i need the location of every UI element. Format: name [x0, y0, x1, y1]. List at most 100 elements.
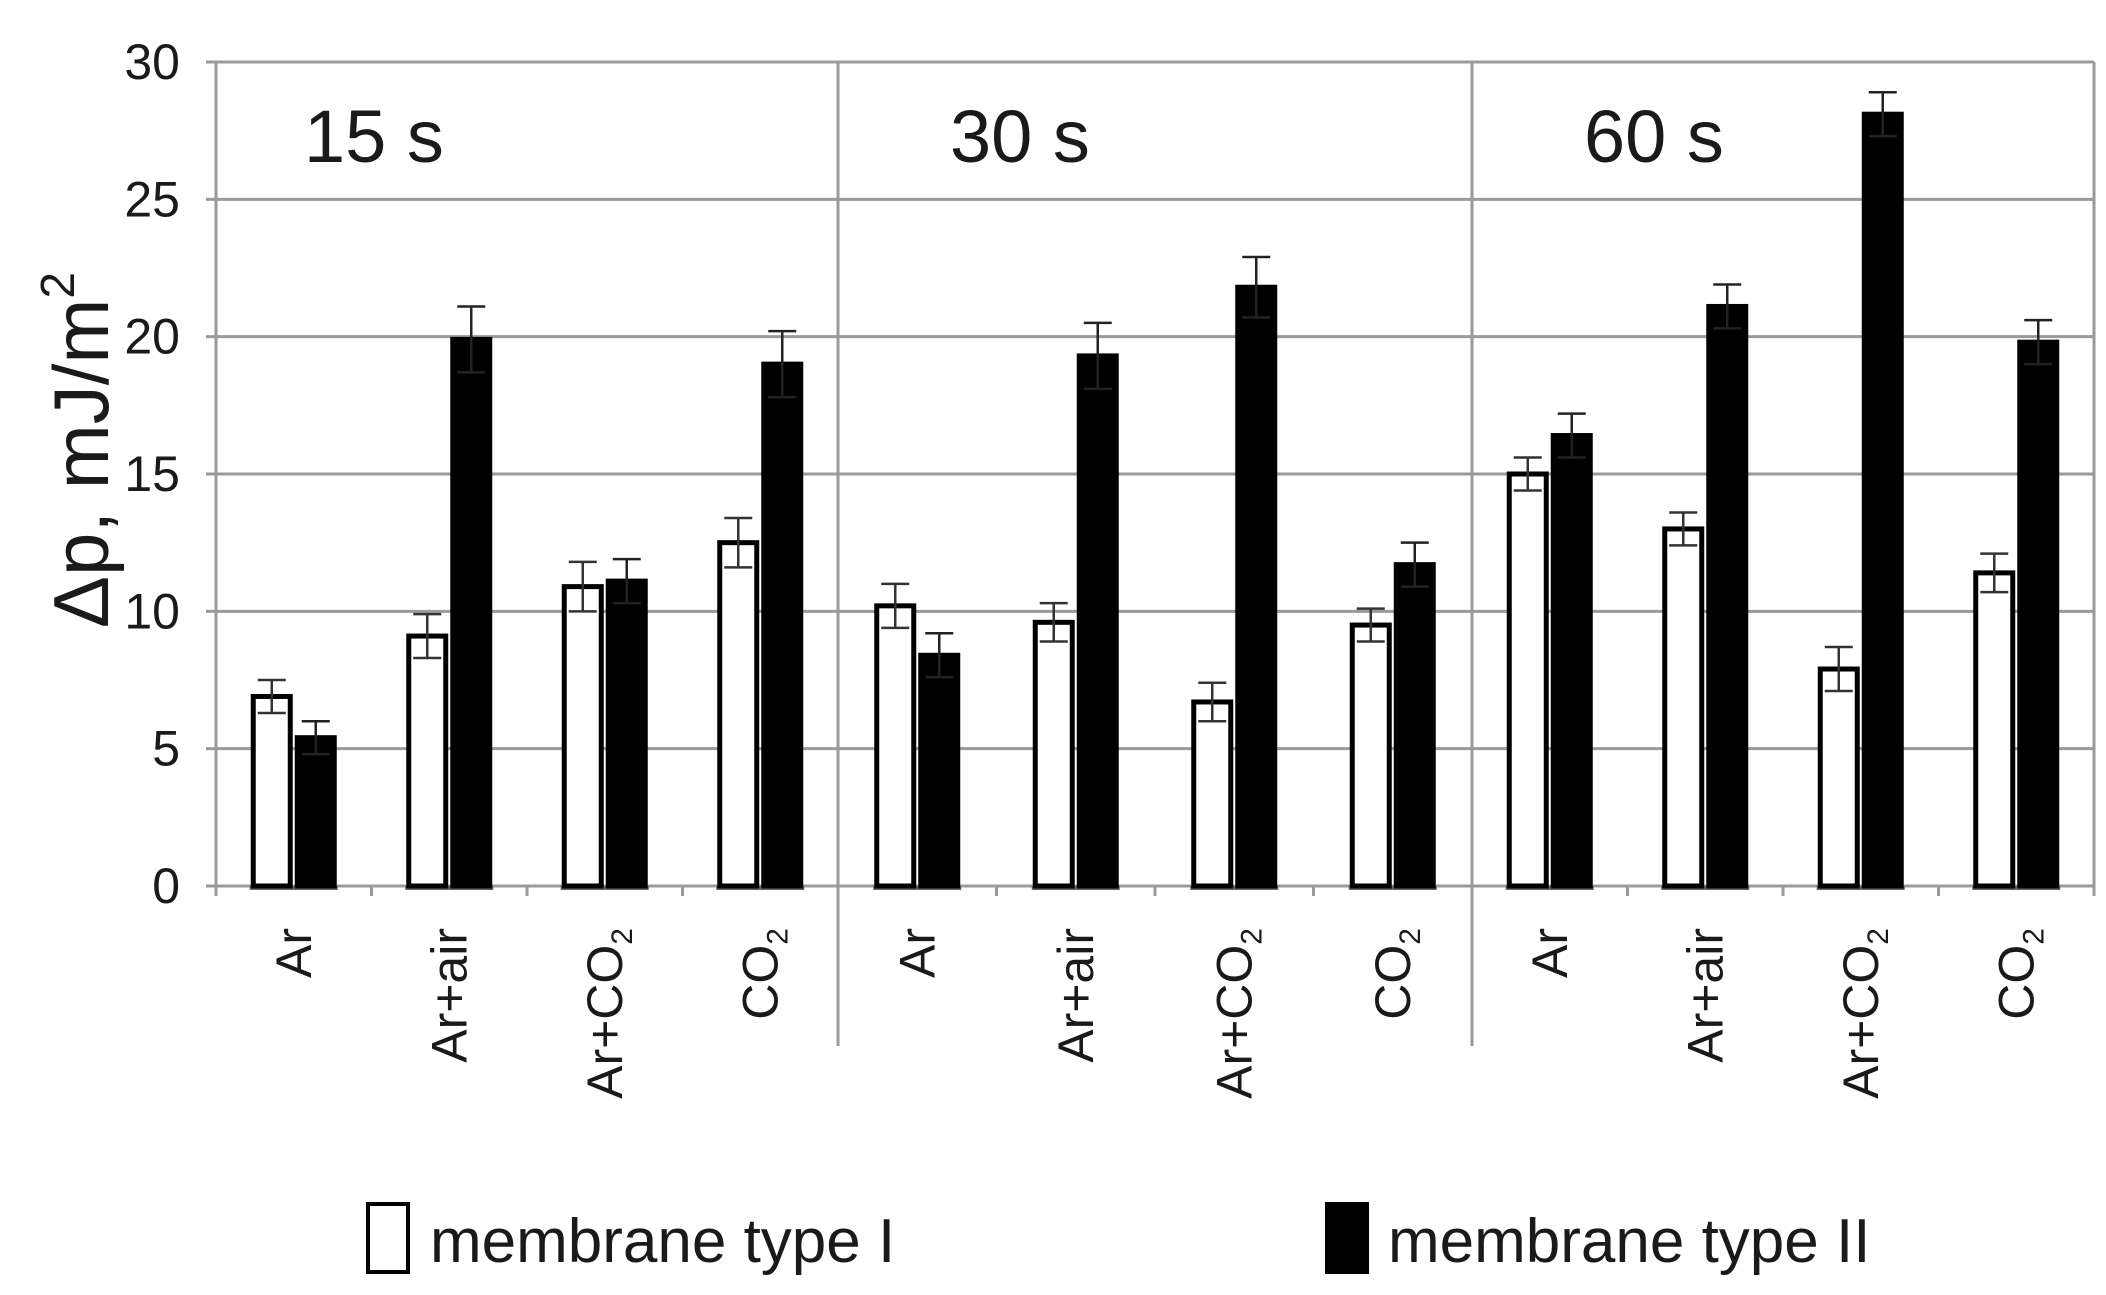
category-label-text: Ar+CO [1833, 945, 1889, 1099]
legend-label-type-I: membrane type I [430, 1207, 895, 1276]
x-category-label: Ar+CO2 [577, 928, 639, 1099]
y-tick-label: 25 [124, 171, 180, 227]
error-bar [1557, 412, 1586, 459]
error-bar [768, 329, 797, 399]
bar-membrane-type-II [1861, 111, 1904, 889]
category-label-subscript: 2 [1394, 928, 1427, 945]
y-axis-label-superscript: 2 [32, 272, 85, 299]
bar-membrane-type-I [1662, 526, 1705, 889]
error-bar [1083, 321, 1112, 391]
bar-membrane-type-I [1349, 622, 1392, 889]
bar-membrane-type-II [761, 361, 804, 889]
category-label-text: Ar+air [1677, 928, 1733, 1063]
error-bar [301, 719, 330, 756]
error-bar [568, 560, 597, 613]
legend-label-type-II: membrane type II [1388, 1207, 1870, 1276]
x-category-label: Ar+CO2 [1833, 928, 1895, 1099]
error-bar [457, 305, 486, 374]
error-bar [612, 557, 641, 605]
bar-membrane-type-I [561, 584, 604, 889]
bar-membrane-type-II [2017, 339, 2060, 889]
bar-membrane-type-II [450, 336, 493, 889]
error-bar [257, 678, 286, 715]
category-label-subscript: 2 [1235, 928, 1268, 945]
error-bar [1198, 681, 1227, 723]
bar-membrane-type-I [717, 540, 760, 889]
category-label-text: Ar [1522, 928, 1578, 978]
category-label-text: Ar+CO [1206, 945, 1262, 1099]
bar-membrane-type-I [1191, 699, 1234, 889]
bar-membrane-type-I [250, 693, 293, 889]
x-category-label: CO2 [1365, 928, 1427, 1020]
bar-membrane-type-II [1076, 353, 1119, 889]
bar-membrane-type-II [1550, 433, 1593, 889]
legend-swatch-type-I [366, 1202, 410, 1274]
category-label-text: CO [1988, 945, 2044, 1020]
bar-membrane-type-I [874, 603, 917, 889]
category-label-text: Ar+air [1048, 928, 1104, 1063]
bar-membrane-type-I [1973, 570, 2016, 889]
bars-layer [250, 90, 2060, 889]
panel-label: 60 s [1584, 95, 1724, 178]
bar-membrane-type-II [294, 735, 337, 889]
legend: membrane type I membrane type II [366, 1202, 1870, 1276]
bar-membrane-type-II [1235, 284, 1278, 889]
error-bar [1400, 541, 1429, 588]
bar-membrane-type-II [1706, 303, 1749, 889]
y-tick-label: 10 [124, 583, 180, 639]
error-bar [724, 516, 753, 569]
grid-layer [206, 60, 2096, 1046]
panel-label: 30 s [950, 95, 1090, 178]
bar-membrane-type-I [1032, 619, 1075, 889]
x-category-label: Ar [1522, 928, 1578, 978]
category-label-text: Ar+CO [577, 945, 633, 1099]
x-category-label: Ar [889, 928, 945, 978]
x-category-label: Ar+air [1677, 928, 1733, 1063]
legend-swatch-type-II [1325, 1202, 1369, 1274]
x-category-label: CO2 [1988, 928, 2050, 1020]
y-axis-label: Δp, mJ/m2 [32, 272, 125, 628]
error-bar [1356, 607, 1385, 643]
category-label-text: CO [732, 945, 788, 1020]
category-label-text: Ar [889, 928, 945, 978]
error-bar [1242, 255, 1271, 319]
panel-label: 15 s [304, 95, 444, 178]
bar-membrane-type-I [406, 633, 449, 889]
error-bar [1513, 456, 1542, 492]
error-bar [413, 612, 442, 660]
category-label-subscript: 2 [1862, 928, 1895, 945]
category-label-subscript: 2 [2017, 928, 2050, 945]
error-bar [1713, 283, 1742, 330]
x-category-label: Ar+air [421, 928, 477, 1063]
y-axis-label-text: Δp, mJ/m [37, 299, 125, 628]
bar-membrane-type-I [1506, 471, 1549, 889]
y-tick-label: 0 [152, 858, 180, 914]
x-category-label: Ar [266, 928, 322, 978]
category-label-text: CO [1365, 945, 1421, 1020]
y-tick-label: 15 [124, 446, 180, 502]
bar-membrane-type-II [605, 578, 648, 889]
y-tick-label: 30 [124, 34, 180, 90]
error-bar [1039, 601, 1068, 643]
error-bar [1669, 511, 1698, 547]
y-tick-label: 20 [124, 309, 180, 365]
x-category-label: Ar+CO2 [1206, 928, 1268, 1099]
bar-membrane-type-II [918, 652, 961, 889]
error-bar [925, 632, 954, 679]
error-bar [1824, 645, 1853, 693]
category-label-subscript: 2 [761, 928, 794, 945]
x-category-label: Ar+air [1048, 928, 1104, 1063]
error-bar [1868, 90, 1897, 138]
error-bar [1980, 552, 2009, 594]
bar-membrane-type-I [1817, 666, 1860, 889]
category-label-subscript: 2 [606, 928, 639, 945]
y-tick-label: 5 [152, 721, 180, 777]
bar-membrane-type-II [1393, 562, 1436, 889]
error-bar [2024, 318, 2053, 366]
error-bar [881, 582, 910, 630]
category-label-text: Ar+air [421, 928, 477, 1063]
x-category-label: CO2 [732, 928, 794, 1020]
category-label-text: Ar [266, 928, 322, 978]
